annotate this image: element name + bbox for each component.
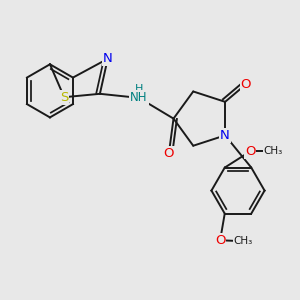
Text: N: N bbox=[103, 52, 112, 65]
Text: H: H bbox=[135, 84, 143, 94]
Text: H: H bbox=[135, 85, 143, 98]
Text: CH₃: CH₃ bbox=[263, 146, 283, 157]
Text: O: O bbox=[215, 234, 225, 247]
Text: O: O bbox=[245, 145, 255, 158]
Text: O: O bbox=[164, 147, 174, 160]
Text: O: O bbox=[241, 78, 251, 91]
Text: CH₃: CH₃ bbox=[233, 236, 253, 246]
Text: NH: NH bbox=[130, 92, 148, 104]
Text: S: S bbox=[60, 91, 68, 104]
Text: N: N bbox=[220, 129, 230, 142]
